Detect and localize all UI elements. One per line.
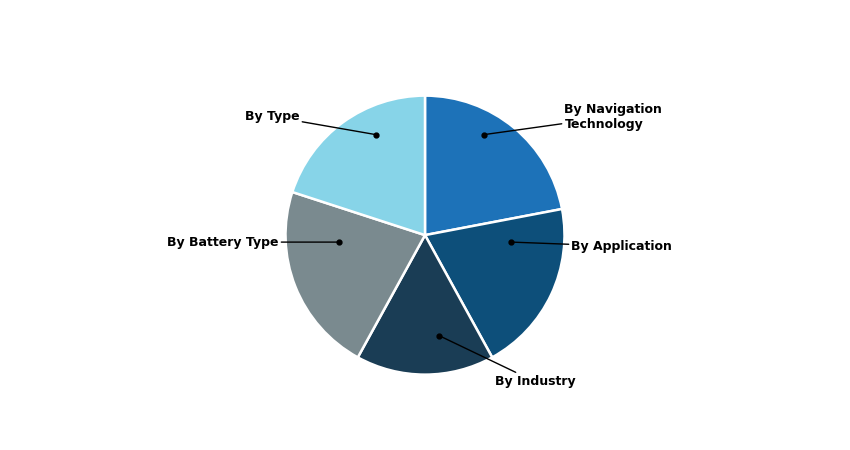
Wedge shape [358, 235, 492, 374]
Text: +1 929-297-9727 | +44-289-581-7111: +1 929-297-9727 | +44-289-581-7111 [36, 424, 251, 435]
Wedge shape [425, 96, 562, 235]
Text: © Polaris Market Research and Consulting LLP: © Polaris Market Research and Consulting… [575, 424, 837, 434]
Text: By Industry: By Industry [439, 336, 575, 388]
Text: By Navigation
Technology: By Navigation Technology [484, 103, 662, 135]
Wedge shape [292, 96, 425, 235]
Text: sales@polarismarketresearch.com: sales@polarismarketresearch.com [378, 424, 575, 434]
Wedge shape [425, 209, 564, 357]
Text: ☎: ☎ [13, 423, 28, 436]
Wedge shape [286, 192, 425, 357]
Text: Automated Guided Vehicle (AGV) Market By Segmentation: Automated Guided Vehicle (AGV) Market By… [81, 23, 769, 43]
Text: ✉: ✉ [353, 423, 363, 436]
Text: By Application: By Application [512, 240, 672, 253]
Text: By Type: By Type [245, 110, 377, 135]
Text: By Battery Type: By Battery Type [167, 236, 338, 248]
